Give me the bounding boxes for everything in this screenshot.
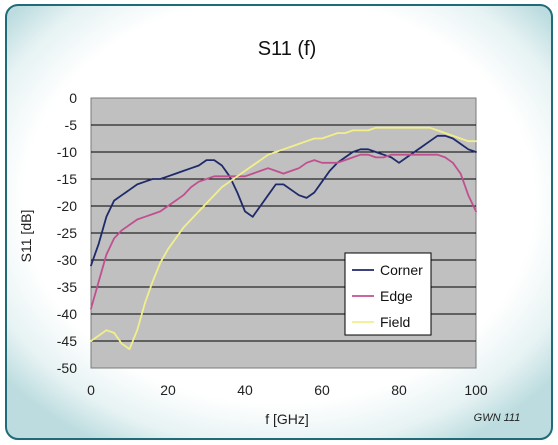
- legend-label-edge: Edge: [380, 288, 413, 304]
- x-axis-label: f [GHz]: [265, 411, 309, 427]
- y-tick-label: -30: [57, 252, 77, 268]
- y-tick-label: 0: [69, 90, 77, 106]
- y-tick-label: -35: [57, 279, 77, 295]
- x-tick-label: 40: [237, 382, 253, 398]
- x-tick-label: 20: [160, 382, 176, 398]
- x-tick-label: 0: [87, 382, 95, 398]
- x-tick-label: 100: [464, 382, 488, 398]
- series-line-field: [90, 126, 477, 351]
- legend: Corner Edge Field: [344, 252, 432, 336]
- y-tick-label: -45: [57, 333, 77, 349]
- y-tick-label: -40: [57, 306, 77, 322]
- series-layer: [90, 126, 477, 351]
- y-tick-label: -15: [57, 171, 77, 187]
- x-tick-label: 60: [314, 382, 330, 398]
- y-tick-label: -50: [57, 360, 77, 376]
- x-tick-label: 80: [391, 382, 407, 398]
- y-tick-label: -10: [57, 144, 77, 160]
- legend-label-field: Field: [380, 314, 410, 330]
- figure-annotation: GWN 111: [474, 412, 521, 424]
- y-tick-label: -25: [57, 225, 77, 241]
- chart-title: S11 (f): [258, 38, 317, 60]
- legend-label-corner: Corner: [380, 262, 423, 278]
- series-line-edge: [90, 153, 477, 310]
- y-tick-label: -20: [57, 198, 77, 214]
- x-tick-labels: 0 20 40 60 80 100: [87, 382, 488, 398]
- y-tick-labels: 0 -5 -10 -15 -20 -25 -30 -35 -40 -45 -50: [57, 90, 77, 376]
- y-axis-label: S11 [dB]: [18, 210, 34, 263]
- y-tick-label: -5: [65, 117, 78, 133]
